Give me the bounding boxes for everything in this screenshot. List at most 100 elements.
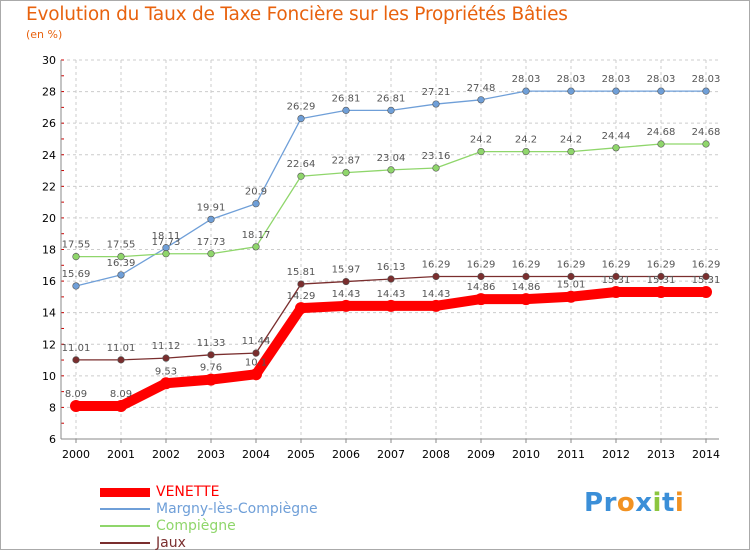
data-point xyxy=(205,373,217,386)
logo-letter: i xyxy=(652,488,662,518)
data-point xyxy=(117,271,125,279)
data-point xyxy=(252,200,260,208)
data-label: 14.43 xyxy=(377,289,406,300)
x-tick-label: 2012 xyxy=(602,448,630,461)
data-point xyxy=(477,147,485,156)
data-label: 11.44 xyxy=(242,336,271,347)
data-label: 24.2 xyxy=(470,135,492,146)
data-point xyxy=(522,147,530,156)
data-label: 26.29 xyxy=(287,102,316,113)
data-point xyxy=(72,253,80,261)
data-label: 24.44 xyxy=(602,131,631,142)
x-tick-label: 2008 xyxy=(422,448,450,461)
data-label: 28.03 xyxy=(647,74,676,85)
data-point xyxy=(297,172,305,180)
data-label: 15.81 xyxy=(287,267,316,278)
data-point xyxy=(117,253,125,261)
data-label: 16.29 xyxy=(467,260,496,271)
data-label: 16.29 xyxy=(647,260,676,271)
x-tick-label: 2003 xyxy=(197,448,225,461)
x-tick-label: 2009 xyxy=(467,448,495,461)
data-point xyxy=(207,250,215,258)
data-label: 28.03 xyxy=(602,74,631,85)
data-label: 16.29 xyxy=(602,260,631,271)
y-tick-label: 8 xyxy=(49,401,56,414)
y-tick-label: 22 xyxy=(42,180,56,193)
y-tick-label: 14 xyxy=(42,307,56,320)
data-point xyxy=(430,299,442,312)
data-point xyxy=(702,140,710,148)
data-label: 15.01 xyxy=(557,280,586,291)
data-point xyxy=(207,351,215,359)
data-label: 24.2 xyxy=(560,135,582,146)
data-point xyxy=(72,356,80,364)
data-point xyxy=(387,166,395,174)
data-label: 15.69 xyxy=(62,269,91,280)
data-point xyxy=(520,293,532,306)
data-point xyxy=(342,106,350,114)
data-point xyxy=(252,243,260,251)
y-tick-label: 28 xyxy=(42,86,56,99)
data-point xyxy=(702,87,710,95)
data-point xyxy=(160,377,172,390)
x-tick-label: 2001 xyxy=(107,448,135,461)
data-label: 17.55 xyxy=(62,240,91,251)
y-tick-label: 18 xyxy=(42,244,56,257)
data-label: 16.13 xyxy=(377,262,406,273)
data-point xyxy=(702,272,710,281)
data-point xyxy=(567,272,575,281)
data-label: 24.68 xyxy=(647,127,676,138)
data-label: 22.64 xyxy=(287,159,316,170)
data-point xyxy=(610,285,622,298)
data-point xyxy=(700,285,712,298)
data-label: 24.2 xyxy=(515,135,537,146)
legend-label: Jaux xyxy=(156,535,186,551)
data-label: 15.31 xyxy=(692,275,721,286)
data-point xyxy=(432,164,440,172)
y-tick-label: 26 xyxy=(42,117,56,130)
x-tick-label: 2006 xyxy=(332,448,360,461)
data-label: 27.48 xyxy=(467,83,496,94)
x-tick-label: 2000 xyxy=(62,448,90,461)
data-point xyxy=(657,272,665,281)
data-label: 9.76 xyxy=(200,363,222,374)
data-label: 14.29 xyxy=(287,291,316,302)
legend-swatch xyxy=(100,508,150,510)
x-tick-label: 2014 xyxy=(692,448,720,461)
data-label: 26.81 xyxy=(377,93,406,104)
data-point xyxy=(565,290,577,303)
data-label: 14.86 xyxy=(512,282,541,293)
data-point xyxy=(432,272,440,281)
logo-letter: i xyxy=(674,488,685,518)
data-label: 17.73 xyxy=(197,237,226,248)
x-tick-label: 2007 xyxy=(377,448,405,461)
chart-title: Evolution du Taux de Taxe Foncière sur l… xyxy=(26,4,568,25)
data-point xyxy=(72,282,80,290)
data-point xyxy=(385,299,397,312)
data-label: 27.21 xyxy=(422,87,451,98)
legend-label: VENETTE xyxy=(156,484,220,500)
data-label: 18.17 xyxy=(242,230,271,241)
x-tick-label: 2013 xyxy=(647,448,675,461)
data-point xyxy=(162,250,170,258)
data-point xyxy=(162,354,170,362)
data-label: 16.29 xyxy=(557,260,586,271)
data-point xyxy=(117,356,125,364)
data-label: 11.01 xyxy=(62,343,91,354)
y-tick-label: 12 xyxy=(42,338,56,351)
data-label: 15.31 xyxy=(647,275,676,286)
data-point xyxy=(477,272,485,281)
data-label: 23.04 xyxy=(377,153,406,164)
y-tick-label: 20 xyxy=(42,212,56,225)
data-label: 19.91 xyxy=(197,202,226,213)
logo-letter: P xyxy=(584,488,604,518)
data-label: 17.55 xyxy=(107,240,136,251)
data-point xyxy=(340,299,352,312)
data-point xyxy=(522,87,530,95)
y-tick-label: 24 xyxy=(42,149,56,162)
data-label: 9.53 xyxy=(155,366,177,377)
logo-letter: t xyxy=(661,488,675,518)
data-point xyxy=(432,100,440,108)
legend-swatch xyxy=(100,542,150,544)
x-tick-label: 2010 xyxy=(512,448,540,461)
